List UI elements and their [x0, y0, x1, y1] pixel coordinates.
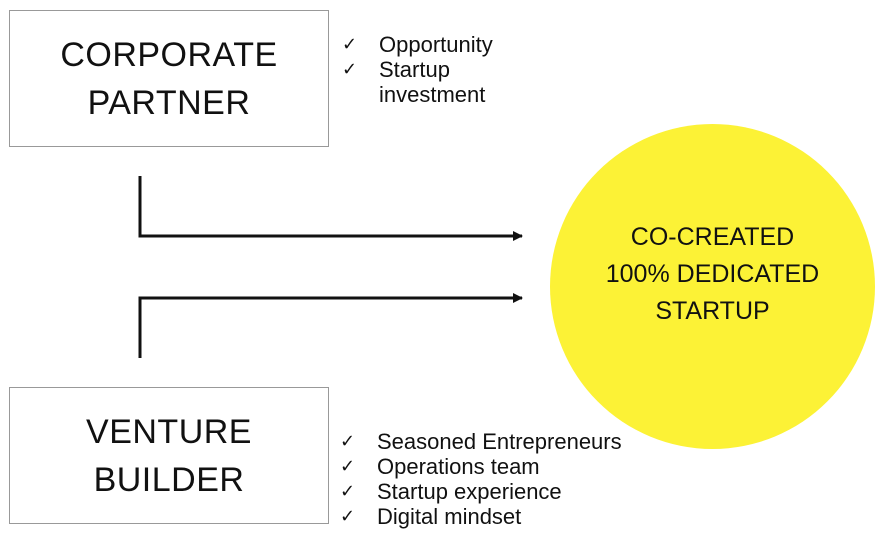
checkmark-icon: ✓	[340, 456, 356, 476]
venture-builder-box: VENTURE BUILDER	[9, 387, 329, 524]
startup-label-line: 100% DEDICATED	[605, 259, 820, 288]
benefit-text: investment	[379, 82, 486, 107]
startup-label-line: CO-CREATED	[630, 222, 795, 251]
benefit-item: ✓ Seasoned Entrepreneurs	[340, 429, 622, 454]
benefit-item: ✓ Opportunity	[342, 32, 493, 57]
benefit-text: Opportunity	[379, 32, 493, 57]
corporate-partner-box: CORPORATE PARTNER	[9, 10, 329, 147]
benefit-text: Digital mindset	[377, 504, 522, 529]
venture-builder-label-line: VENTURE	[86, 412, 252, 451]
venture-to-startup-arrow	[138, 293, 523, 358]
benefit-text: Operations team	[377, 454, 540, 479]
corporate-partner-label-line: CORPORATE	[60, 35, 278, 74]
corporate-partner-label-line: PARTNER	[87, 83, 251, 122]
startup-label-line: STARTUP	[655, 296, 770, 325]
benefit-item: ✓ Operations team	[340, 454, 622, 479]
checkmark-icon: ✓	[340, 431, 356, 451]
checkmark-icon: ✓	[342, 59, 358, 79]
venture-builder-label: VENTURE BUILDER	[86, 408, 252, 504]
benefit-item: ✓ Digital mindset	[340, 504, 622, 529]
benefit-text: Startup experience	[377, 479, 562, 504]
benefit-item: ✓ Startup experience	[340, 479, 622, 504]
benefit-item: ✓ Startup investment	[342, 57, 493, 107]
corporate-to-startup-arrow	[138, 176, 523, 241]
corporate-partner-benefits: ✓ Opportunity ✓ Startup investment	[342, 32, 493, 107]
venture-builder-benefits: ✓ Seasoned Entrepreneurs ✓ Operations te…	[340, 429, 622, 529]
checkmark-icon: ✓	[342, 34, 358, 54]
checkmark-icon: ✓	[340, 481, 356, 501]
checkmark-icon: ✓	[340, 506, 356, 526]
startup-label: CO-CREATED 100% DEDICATED STARTUP	[606, 219, 820, 330]
benefit-text: Seasoned Entrepreneurs	[377, 429, 622, 454]
benefit-text: Startup	[379, 57, 450, 82]
corporate-partner-label: CORPORATE PARTNER	[60, 31, 277, 127]
venture-builder-label-line: BUILDER	[93, 460, 245, 499]
co-created-startup-circle: CO-CREATED 100% DEDICATED STARTUP	[550, 124, 875, 449]
